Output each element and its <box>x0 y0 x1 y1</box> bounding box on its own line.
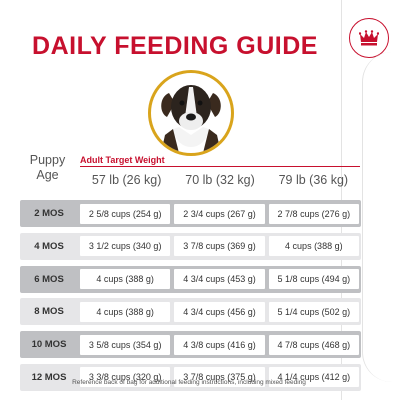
portion-cell: 3 3/8 cups (320 g) <box>80 367 171 388</box>
table-row: 8 MOS 4 cups (388 g) 4 3/4 cups (456 g) … <box>20 298 361 326</box>
portion-cell: 3 7/8 cups (375 g) <box>174 367 265 388</box>
age-cell: 12 MOS <box>31 371 67 383</box>
weight-header: 57 lb (26 kg) <box>91 173 162 187</box>
table-row: 10 MOS 3 5/8 cups (354 g) 4 3/8 cups (41… <box>20 331 361 359</box>
portion-cell: 5 1/4 cups (502 g) <box>268 301 359 322</box>
age-cell: 4 MOS <box>34 240 64 252</box>
age-cell: 8 MOS <box>34 306 64 318</box>
boxer-puppy-photo <box>148 70 234 156</box>
age-cell: 2 MOS <box>34 208 64 219</box>
portion-cell: 2 5/8 cups (254 g) <box>80 203 171 224</box>
age-cell: 10 MOS <box>31 339 67 351</box>
weight-headers: 57 lb (26 kg) 70 lb (32 kg) 79 lb (36 kg… <box>80 173 360 187</box>
portion-cell: 3 5/8 cups (354 g) <box>80 334 171 355</box>
adult-target-weight-label: Adult Target Weight <box>80 155 165 165</box>
puppy-age-line1: Puppy <box>29 153 66 167</box>
decorative-curve <box>362 52 393 382</box>
page-title: DAILY FEEDING GUIDE <box>32 32 318 60</box>
feeding-table: 2 MOS 2 5/8 cups (254 g) 2 3/4 cups (267… <box>20 200 361 397</box>
table-row: 6 MOS 4 cups (388 g) 4 3/4 cups (453 g) … <box>20 265 361 293</box>
portion-cell: 3 7/8 cups (369 g) <box>174 236 265 257</box>
brand-logo <box>349 18 389 58</box>
portion-cell: 4 3/8 cups (416 g) <box>174 334 265 355</box>
age-cell: 6 MOS <box>34 273 64 285</box>
table-row: 4 MOS 3 1/2 cups (340 g) 3 7/8 cups (369… <box>20 232 361 260</box>
crown-icon <box>359 30 379 46</box>
portion-cell: 4 cups (388 g) <box>80 301 171 322</box>
portion-cell: 4 cups (388 g) <box>268 236 359 257</box>
target-divider <box>80 166 360 167</box>
table-row: 12 MOS 3 3/8 cups (320 g) 3 7/8 cups (37… <box>20 363 361 391</box>
portion-cell: 2 3/4 cups (267 g) <box>174 203 265 224</box>
table-row: 2 MOS 2 5/8 cups (254 g) 2 3/4 cups (267… <box>20 200 361 227</box>
portion-cell: 5 1/8 cups (494 g) <box>268 269 359 290</box>
portion-cell: 2 7/8 cups (276 g) <box>268 203 359 224</box>
footnote: Reference back of bag for additional fee… <box>72 379 306 386</box>
portion-cell: 3 1/2 cups (340 g) <box>80 236 171 257</box>
puppy-age-line2: Age <box>36 168 59 182</box>
puppy-age-header: Puppy Age <box>20 153 75 183</box>
portion-cell: 4 3/4 cups (453 g) <box>174 269 265 290</box>
portion-cell: 4 cups (388 g) <box>80 269 171 290</box>
weight-header: 70 lb (32 kg) <box>185 173 255 187</box>
portion-cell: 4 7/8 cups (468 g) <box>268 334 359 355</box>
portion-cell: 4 1/4 cups (412 g) <box>268 367 359 388</box>
portion-cell: 4 3/4 cups (456 g) <box>174 301 265 322</box>
weight-header: 79 lb (36 kg) <box>278 173 349 187</box>
